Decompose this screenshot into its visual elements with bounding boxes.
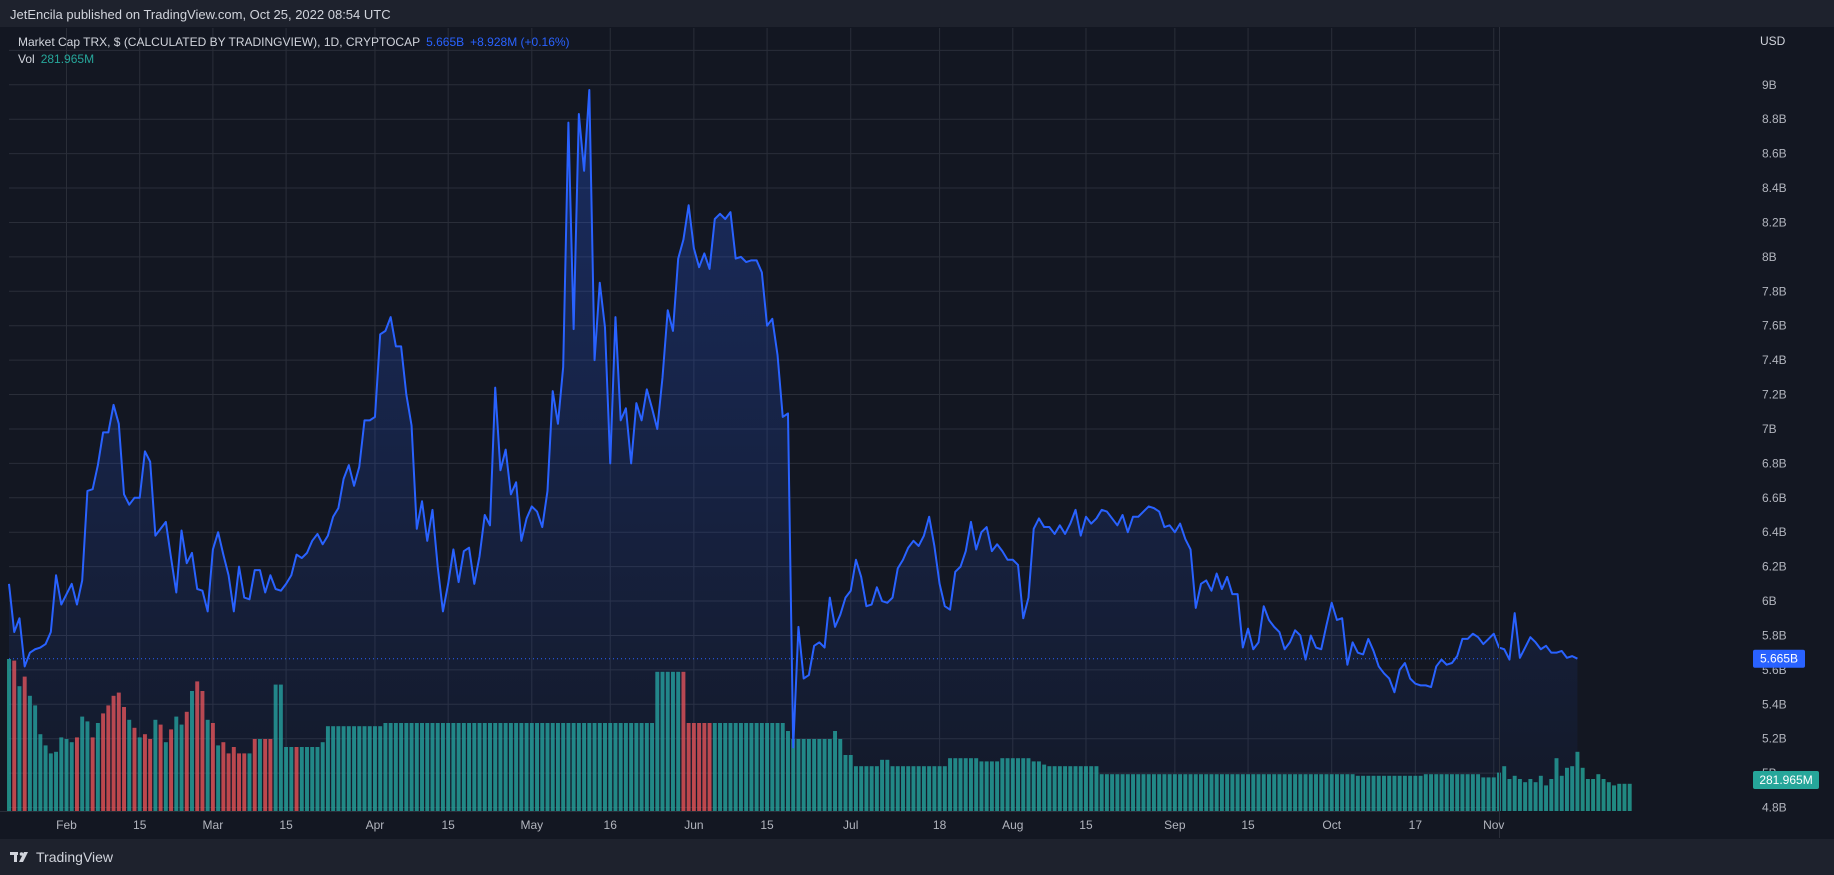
market-cap-chart[interactable]: USD 9B 8.8B 8.6B 8.4B 8.2B 8B 7.8B 7.6B 7.4B 7.2B 7… [0, 27, 1834, 839]
x-tick-label: Sep [1164, 818, 1186, 832]
x-tick-label: 18 [933, 818, 947, 832]
legend-vol-value: 281.965M [40, 52, 95, 66]
volume-bar [1580, 767, 1585, 811]
x-tick-label: 15 [1079, 818, 1093, 832]
x-tick-label: Jun [684, 818, 703, 832]
chart-legend: Market Cap TRX, $ (CALCULATED BY TRADING… [18, 34, 570, 68]
legend-volume-row: Vol 281.965M [18, 51, 570, 68]
currency-label: USD [1760, 34, 1786, 48]
legend-main-row: Market Cap TRX, $ (CALCULATED BY TRADING… [18, 34, 570, 51]
y-tick-label: 5.4B [1762, 697, 1787, 711]
x-tick-label: 17 [1409, 818, 1423, 832]
y-tick-label: 8.8B [1762, 112, 1787, 126]
publish-bar: JetEncila published on TradingView.com, … [0, 0, 1834, 27]
volume-badge-text: 281.965M [1759, 773, 1812, 787]
volume-bar [1606, 782, 1611, 811]
y-tick-label: 6.4B [1762, 525, 1787, 539]
y-tick-label: 8.4B [1762, 181, 1787, 195]
y-tick-label: 8B [1762, 250, 1777, 264]
x-tick-label: May [520, 818, 543, 832]
chart-area[interactable]: USD 9B 8.8B 8.6B 8.4B 8.2B 8B 7.8B 7.6B 7.4B 7.2B 7… [0, 27, 1834, 839]
y-tick-label: 7.4B [1762, 353, 1787, 367]
x-tick-label: 16 [604, 818, 618, 832]
legend-vol-label: Vol [18, 52, 35, 66]
volume-bar [1617, 783, 1622, 811]
legend-change: +8.928M (+0.16%) [470, 35, 570, 49]
x-tick-label: 15 [441, 818, 455, 832]
x-tick-label: 15 [279, 818, 293, 832]
y-tick-label: 6.2B [1762, 560, 1787, 574]
y-tick-label: 5.8B [1762, 628, 1787, 642]
series-area [9, 89, 1578, 811]
footer: TradingView [0, 839, 1834, 875]
y-tick-label: 4.8B [1762, 801, 1787, 815]
x-tick-label: Mar [203, 818, 224, 832]
y-tick-label: 7.6B [1762, 319, 1787, 333]
brand-name: TradingView [36, 849, 114, 865]
volume-bar [1575, 751, 1580, 811]
y-tick-label: 8.2B [1762, 215, 1787, 229]
volume-bar [1601, 779, 1606, 811]
y-tick-label: 9B [1762, 78, 1777, 92]
volume-bar [1585, 779, 1590, 811]
y-tick-label: 6.6B [1762, 491, 1787, 505]
volume-bar [1591, 779, 1596, 811]
volume-bar [1627, 783, 1632, 811]
publish-text: JetEncila published on TradingView.com, … [10, 7, 391, 22]
x-tick-label: Oct [1322, 818, 1341, 832]
x-tick-label: 15 [760, 818, 774, 832]
tradingview-logo-icon [10, 852, 28, 862]
y-tick-label: 5.2B [1762, 732, 1787, 746]
y-tick-label: 8.6B [1762, 147, 1787, 161]
x-tick-label: 15 [1241, 818, 1255, 832]
price-badge [1753, 649, 1805, 668]
legend-title: Market Cap TRX, $ (CALCULATED BY TRADING… [18, 35, 421, 49]
y-tick-label: 6.8B [1762, 456, 1787, 470]
volume-bar [1596, 774, 1601, 811]
x-tick-label: Feb [56, 818, 77, 832]
price-badge-text: 5.665B [1760, 652, 1798, 666]
y-tick-label: 7B [1762, 422, 1777, 436]
y-tick-label: 7.2B [1762, 388, 1787, 402]
y-tick-label: 7.8B [1762, 284, 1787, 298]
tradingview-brand[interactable]: TradingView [10, 849, 113, 865]
x-tick-label: Nov [1483, 818, 1504, 832]
series-line[interactable] [8, 88, 1578, 749]
x-tick-label: 15 [133, 818, 147, 832]
volume-bar [1612, 785, 1616, 811]
volume-bar [1622, 783, 1627, 811]
x-tick-label: Jul [843, 818, 858, 832]
volume-badge [1753, 771, 1819, 789]
legend-last-value: 5.665B [426, 35, 465, 49]
x-tick-label: Aug [1002, 818, 1023, 832]
x-tick-label: Apr [366, 818, 385, 832]
y-tick-label: 6B [1762, 594, 1777, 608]
